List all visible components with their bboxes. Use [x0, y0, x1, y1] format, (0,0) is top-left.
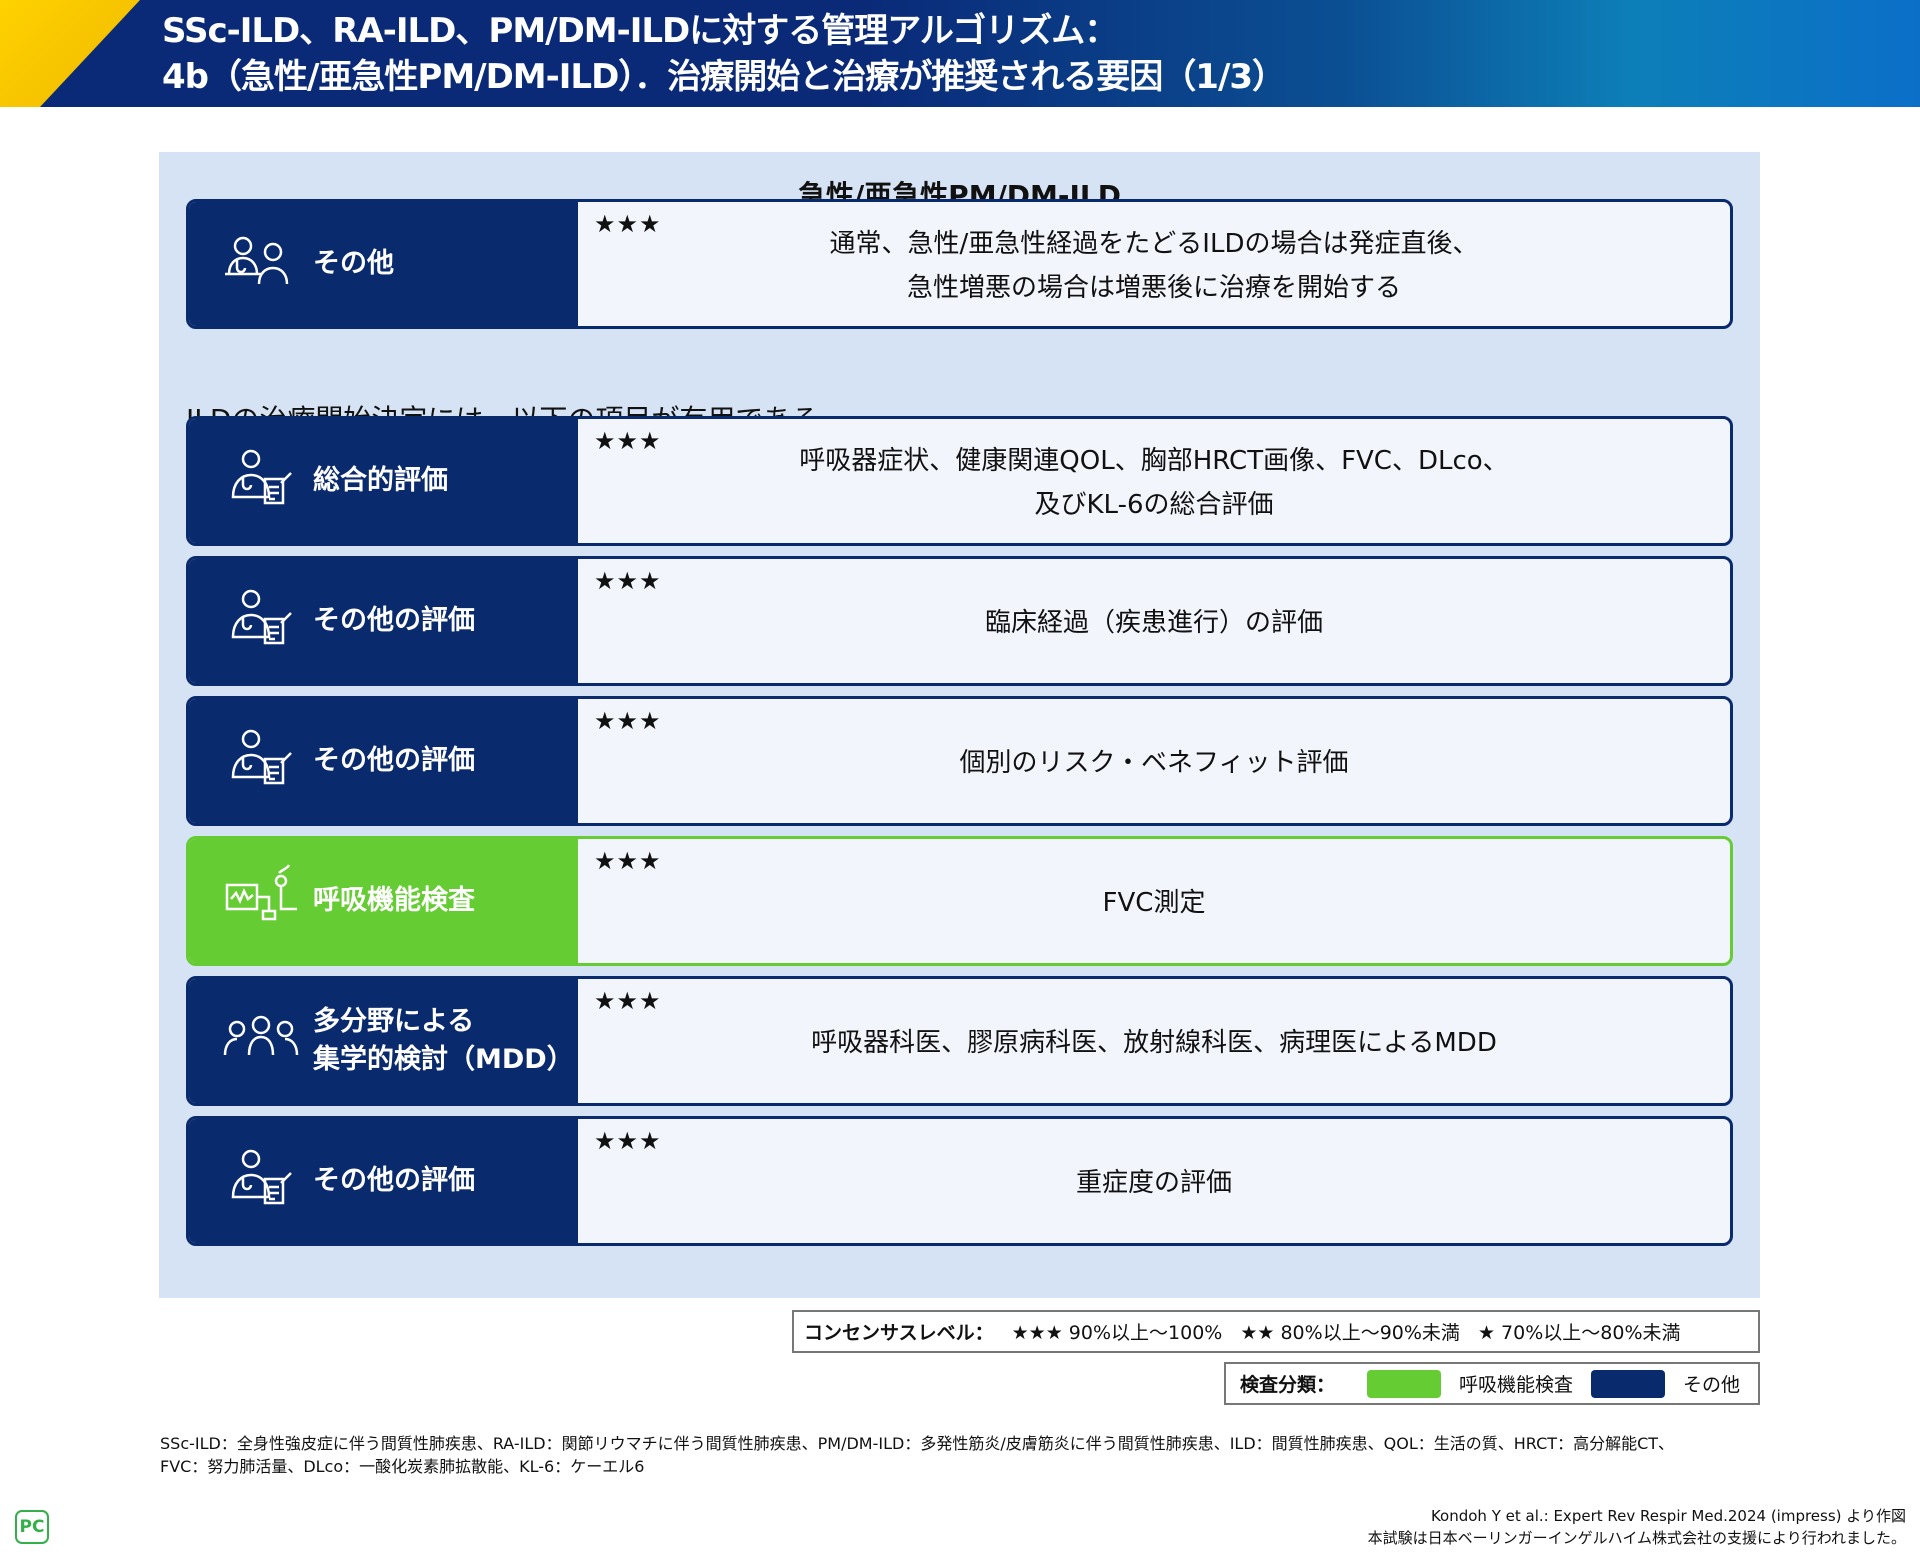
level-3-label: 90%以上～100% [1068, 1322, 1223, 1344]
factor-row: 多分野による集学的検討（MDD） ★★★ 呼吸器科医、膠原病科医、放射線科医、病… [186, 976, 1733, 1106]
consensus-stars: ★★★ [594, 210, 662, 238]
row-description: 臨床経過（疾患進行）の評価 [578, 559, 1730, 683]
desc-line: 呼吸器症状、健康関連QOL、胸部HRCT画像、FVC、DLco、 [799, 446, 1509, 476]
row-label-text: その他の評価 [313, 605, 475, 636]
header-accent [0, 0, 140, 107]
algorithm-panel: 急性/亜急性PM/DM-ILD ILDの治療開始決定には、以下の項目が有用である… [159, 152, 1760, 1298]
doctor-patient-icon [225, 236, 289, 285]
consensus-stars: ★★★ [594, 427, 662, 455]
green-label: 呼吸機能検査 [1459, 1374, 1574, 1396]
navy-swatch [1591, 1369, 1666, 1398]
citation-line-1: Kondoh Y et al.: Expert Rev Respir Med.2… [1430, 1507, 1906, 1525]
doctor-clipboard-icon [231, 449, 292, 505]
consensus-stars: ★★★ [594, 847, 662, 875]
green-swatch [1367, 1369, 1442, 1398]
level-2-label: 80%以上～90%未満 [1280, 1322, 1460, 1344]
row-label: 多分野による集学的検討（MDD） [313, 1003, 574, 1079]
footnote-line-2: FVC：努力肺活量、DLco：一酸化炭素肺拡散能、KL-6：ケーエル6 [160, 1457, 645, 1476]
footnote: SSc-ILD：全身性強皮症に伴う間質性肺疾患、RA-ILD：関節リウマチに伴う… [160, 1432, 1674, 1478]
factor-row: その他 ★★★ 通常、急性/亜急性経過をたどるILDの場合は発症直後、 急性増悪の… [186, 199, 1733, 329]
team-icon [223, 1015, 299, 1056]
row-category: その他の評価 [189, 699, 578, 823]
row-label-text: その他の評価 [313, 745, 475, 776]
row-description: 通常、急性/亜急性経過をたどるILDの場合は発症直後、 急性増悪の場合は増悪後に治… [578, 202, 1730, 326]
category-legend-title: 検査分類： [1240, 1374, 1336, 1396]
row-category: 総合的評価 [189, 419, 578, 543]
factor-row: その他の評価 ★★★ 臨床経過（疾患進行）の評価 [186, 556, 1733, 686]
consensus-stars: ★★★ [594, 1127, 662, 1155]
pc-logo: PC [15, 1510, 49, 1544]
row-label: その他の評価 [313, 602, 475, 640]
desc-line: FVC測定 [1102, 888, 1206, 918]
citation: Kondoh Y et al.: Expert Rev Respir Med.2… [1368, 1505, 1906, 1549]
doctor-clipboard-icon [231, 729, 292, 785]
doctor-clipboard-icon [231, 589, 292, 645]
desc-line: 及びKL-6の総合評価 [1034, 490, 1274, 520]
row-label: その他の評価 [313, 742, 475, 780]
desc-line: 個別のリスク・ベネフィット評価 [959, 748, 1349, 778]
navy-label: その他 [1683, 1374, 1741, 1396]
category-legend: 検査分類： 呼吸機能検査 その他 [1224, 1362, 1760, 1405]
row-label: 呼吸機能検査 [313, 882, 475, 920]
row-description: 呼吸器症状、健康関連QOL、胸部HRCT画像、FVC、DLco、 及びKL-6の総… [578, 419, 1730, 543]
desc-line: 臨床経過（疾患進行）の評価 [984, 608, 1323, 638]
row-label: その他の評価 [313, 1162, 475, 1200]
row-label-text: その他 [313, 248, 394, 279]
doctor-clipboard-icon [231, 1149, 292, 1205]
row-label-text: 呼吸機能検査 [313, 885, 475, 916]
level-1-label: 70%以上～80%未満 [1501, 1322, 1681, 1344]
row-label-line: 多分野による [313, 1006, 475, 1037]
row-description: 重症度の評価 [578, 1119, 1730, 1243]
citation-line-2: 本試験は日本ベーリンガーインゲルハイム株式会社の支援により行われました。 [1367, 1529, 1906, 1547]
consensus-legend-title: コンセンサスレベル： [804, 1322, 994, 1344]
consensus-stars: ★★★ [594, 987, 662, 1015]
stars-2: ★★ [1240, 1322, 1275, 1344]
row-category: 多分野による集学的検討（MDD） [189, 979, 578, 1103]
row-label: 総合的評価 [313, 462, 448, 500]
desc-line: 重症度の評価 [1075, 1168, 1232, 1198]
row-description: 個別のリスク・ベネフィット評価 [578, 699, 1730, 823]
page-title: SSc-ILD、RA-ILD、PM/DM-ILDに対する管理アルゴリズム： 4b… [162, 8, 1286, 100]
consensus-legend: コンセンサスレベル： ★★★ 90%以上～100% ★★ 80%以上～90%未満… [792, 1310, 1760, 1353]
row-category: その他の評価 [189, 1119, 578, 1243]
desc-line: 呼吸器科医、膠原病科医、放射線科医、病理医によるMDD [811, 1028, 1497, 1058]
row-description: FVC測定 [578, 839, 1730, 963]
title-line-1: SSc-ILD、RA-ILD、PM/DM-ILDに対する管理アルゴリズム： [162, 11, 1118, 51]
row-label-line: 集学的検討（MDD） [313, 1044, 574, 1075]
factor-row: 総合的評価 ★★★ 呼吸器症状、健康関連QOL、胸部HRCT画像、FVC、DLc… [186, 416, 1733, 546]
consensus-stars: ★★★ [594, 707, 662, 735]
row-label: その他 [313, 245, 394, 283]
spirometer-icon [225, 864, 297, 921]
factor-row: 呼吸機能検査 ★★★ FVC測定 [186, 836, 1733, 966]
row-category: その他 [189, 202, 578, 326]
row-description: 呼吸器科医、膠原病科医、放射線科医、病理医によるMDD [578, 979, 1730, 1103]
stars-3: ★★★ [1011, 1322, 1063, 1344]
row-label-text: その他の評価 [313, 1165, 475, 1196]
title-line-2: 4b（急性/亜急性PM/DM-ILD）．治療開始と治療が推奨される要因（1/3） [162, 57, 1286, 97]
desc-line: 急性増悪の場合は増悪後に治療を開始する [906, 273, 1401, 303]
factor-row: その他の評価 ★★★ 重症度の評価 [186, 1116, 1733, 1246]
stars-1: ★ [1477, 1322, 1495, 1344]
consensus-stars: ★★★ [594, 567, 662, 595]
header-banner: SSc-ILD、RA-ILD、PM/DM-ILDに対する管理アルゴリズム： 4b… [0, 0, 1920, 107]
row-category: その他の評価 [189, 559, 578, 683]
factor-row: その他の評価 ★★★ 個別のリスク・ベネフィット評価 [186, 696, 1733, 826]
row-label-text: 総合的評価 [313, 465, 448, 496]
desc-line: 通常、急性/亜急性経過をたどるILDの場合は発症直後、 [829, 229, 1479, 259]
footnote-line-1: SSc-ILD：全身性強皮症に伴う間質性肺疾患、RA-ILD：関節リウマチに伴う… [160, 1434, 1675, 1453]
row-category: 呼吸機能検査 [189, 839, 578, 963]
